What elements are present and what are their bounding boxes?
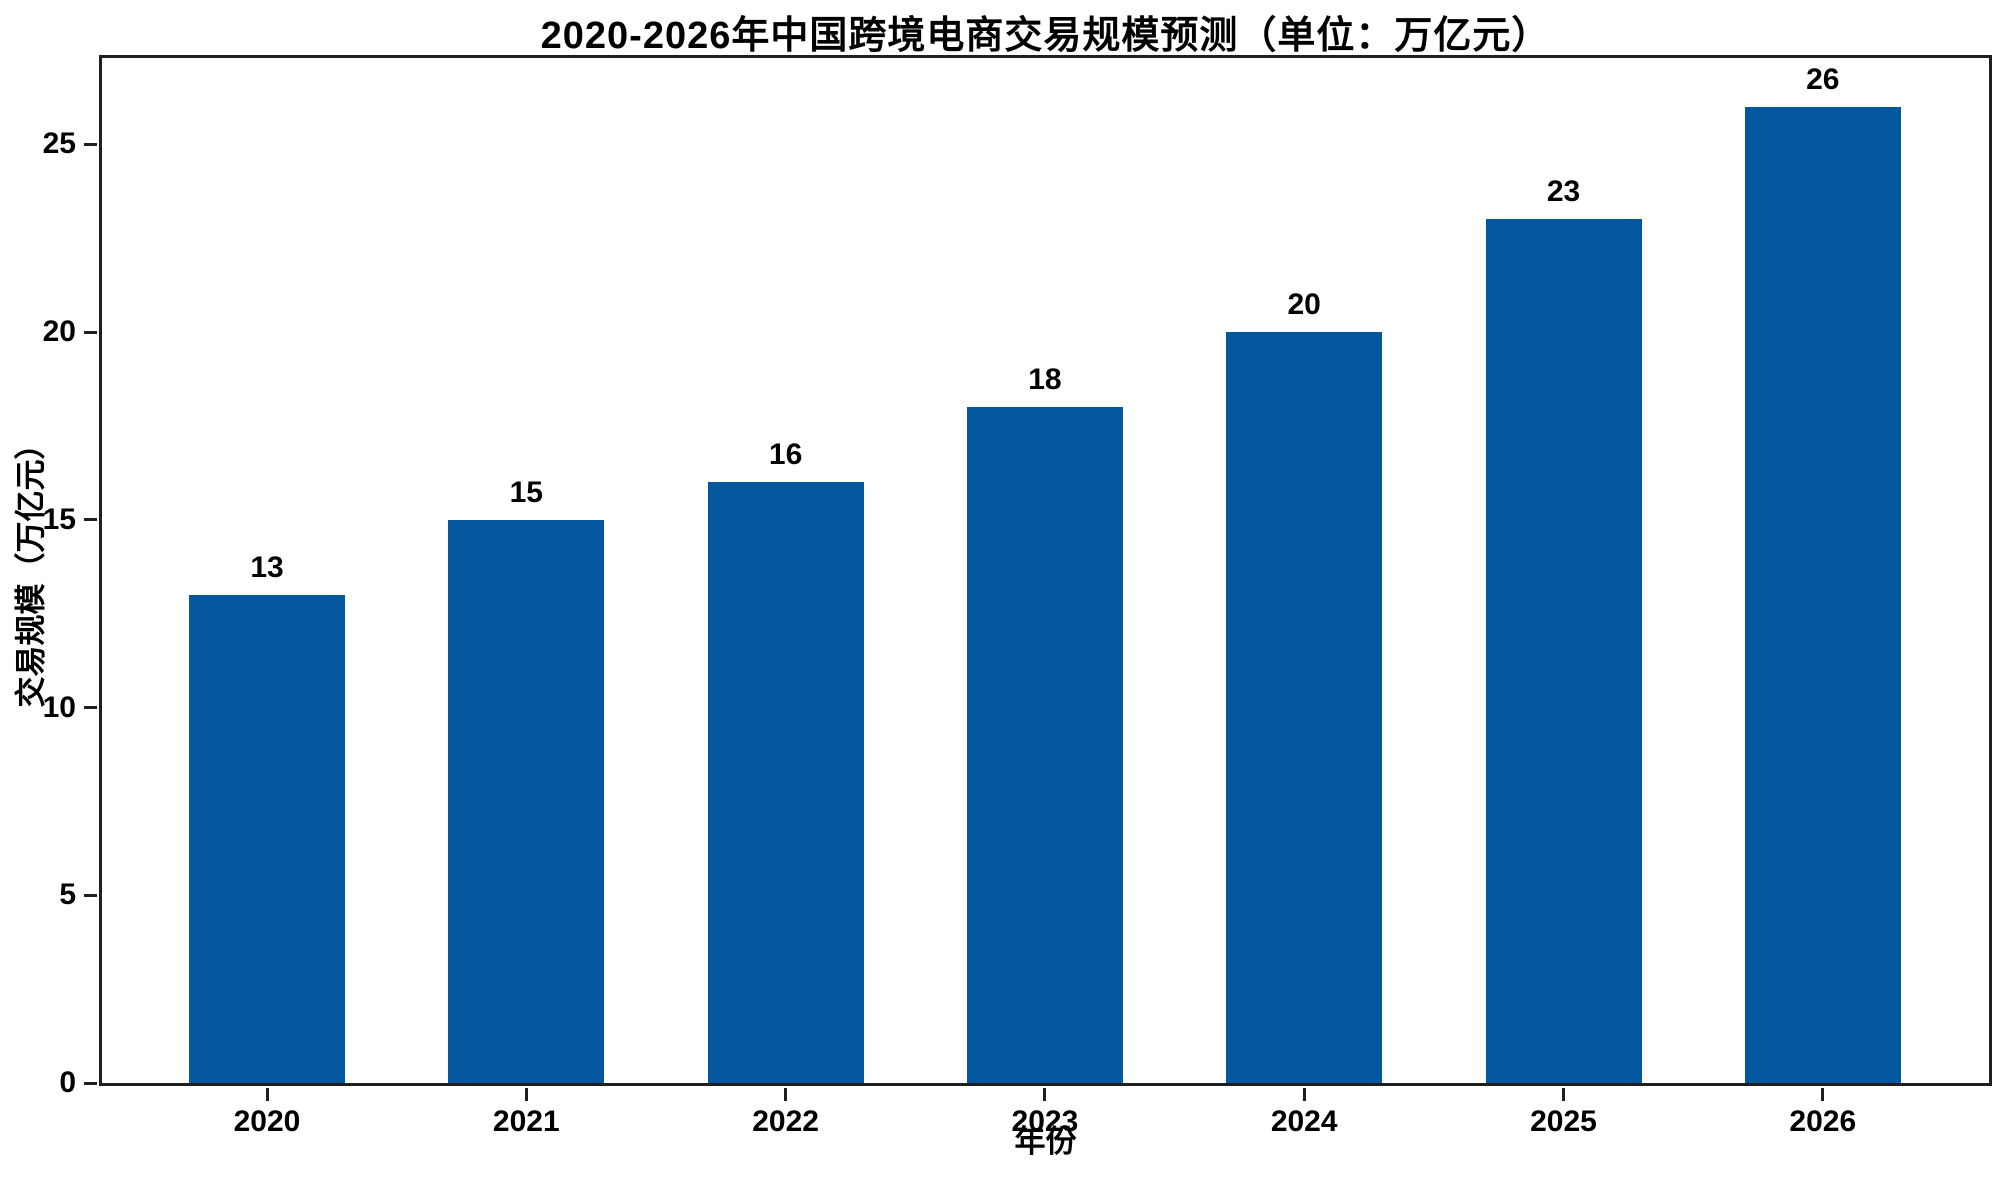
x-tick-label-2023: 2023 (1011, 1105, 1079, 1138)
y-tick-mark-25 (84, 142, 97, 146)
bar-2022 (707, 482, 864, 1083)
plot-area: 13 15 16 18 20 23 26 2020 2021 2022 2023 2024 2025 2… (43, 55, 1992, 1138)
x-tick-mark-2020 (265, 1088, 269, 1101)
x-tick-label-2025: 2025 (1530, 1105, 1597, 1138)
y-tick-label-10: 10 (42, 690, 76, 724)
y-tick-label-15: 15 (42, 502, 76, 536)
x-axis-label: 年份 (1014, 1124, 1077, 1159)
x-tick-mark-2026 (1821, 1088, 1825, 1101)
x-tick-label-2024: 2024 (1270, 1105, 1338, 1138)
y-tick-label-5: 5 (59, 878, 76, 912)
x-tick-label-2026: 2026 (1789, 1105, 1857, 1138)
bar-2025 (1485, 219, 1642, 1083)
y-axis-label: 交易规模（万亿元） (13, 428, 49, 708)
x-tick-label-2021: 2021 (492, 1105, 560, 1138)
bar-value-label-2024: 20 (1287, 288, 1321, 322)
y-tick-mark-10 (84, 706, 97, 710)
y-tick-mark-0 (84, 1081, 97, 1085)
bar-value-label-2020: 13 (250, 550, 284, 584)
y-tick-mark-5 (84, 893, 97, 897)
x-tick-mark-2021 (524, 1088, 528, 1101)
y-tick-label-25: 25 (42, 127, 76, 161)
bar-2026 (1744, 106, 1901, 1083)
bar-value-label-2023: 18 (1028, 363, 1062, 397)
y-tick-mark-20 (84, 330, 97, 334)
bar-2021 (448, 519, 605, 1083)
y-tick-label-0: 0 (59, 1066, 76, 1099)
bar-2023 (966, 407, 1123, 1083)
bar-2024 (1226, 332, 1383, 1083)
bar-value-label-2026: 26 (1806, 62, 1840, 96)
y-tick-mark-15 (84, 518, 97, 522)
x-tick-label-2022: 2022 (752, 1105, 819, 1138)
chart-title: 2020-2026年中国跨境电商交易规模预测（单位：万亿元） (540, 15, 1551, 57)
bar-value-label-2022: 16 (768, 438, 803, 472)
x-tick-mark-2024 (1302, 1088, 1306, 1101)
x-tick-mark-2023 (1043, 1088, 1047, 1101)
y-tick-label-20: 20 (42, 315, 76, 349)
x-tick-mark-2022 (784, 1088, 788, 1101)
x-tick-label-2020: 2020 (233, 1105, 301, 1138)
bar-value-label-2021: 15 (509, 475, 543, 509)
x-tick-mark-2025 (1562, 1088, 1565, 1101)
bar-value-label-2025: 23 (1546, 175, 1581, 209)
bar-2020 (189, 594, 345, 1083)
